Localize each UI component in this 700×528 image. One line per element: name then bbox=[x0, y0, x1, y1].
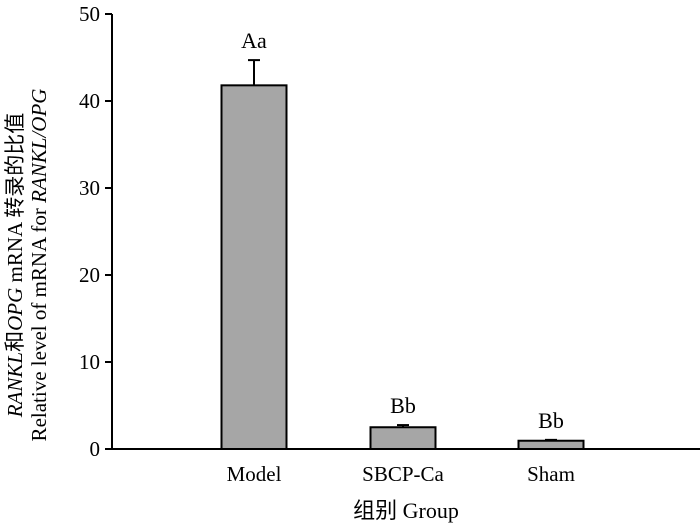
y-label-ratio: RANKL/OPG bbox=[27, 89, 51, 204]
bar-sbcp-ca bbox=[369, 426, 437, 450]
y-label-opg: OPG bbox=[3, 288, 27, 331]
axes: 0 10 20 30 40 50 bbox=[79, 2, 700, 461]
significance-label: Aa bbox=[241, 28, 267, 53]
bar-sham bbox=[517, 439, 585, 450]
y-tick-label: 40 bbox=[79, 89, 100, 113]
x-tick-label: Model bbox=[227, 462, 282, 486]
significance-label: Bb bbox=[538, 408, 564, 433]
y-label-prefix: Relative level of mRNA for bbox=[27, 203, 51, 442]
x-tick-label: SBCP-Ca bbox=[362, 462, 444, 486]
y-axis-label-line2: Relative level of mRNA for RANKL/OPG bbox=[27, 89, 51, 442]
y-tick-label: 30 bbox=[79, 176, 100, 200]
y-tick-label: 10 bbox=[79, 350, 100, 374]
significance-label: Bb bbox=[390, 393, 416, 418]
x-axis-label: 组别 Group bbox=[353, 498, 459, 523]
y-label-and: 和 bbox=[3, 331, 27, 352]
y-tick-label: 0 bbox=[90, 437, 101, 461]
y-tick-label: 20 bbox=[79, 263, 100, 287]
y-label-rest: mRNA 转录的比值 bbox=[3, 113, 27, 288]
bars: Aa Model Bb SBCP-Ca Bb Sham bbox=[220, 28, 585, 486]
x-tick-label: Sham bbox=[527, 462, 575, 486]
y-label-rankl: RANKL bbox=[3, 352, 27, 418]
y-tick-label: 50 bbox=[79, 2, 100, 26]
y-axis-label-line1: RANKL和OPG mRNA 转录的比值 bbox=[3, 113, 27, 419]
bar-model bbox=[220, 84, 288, 450]
